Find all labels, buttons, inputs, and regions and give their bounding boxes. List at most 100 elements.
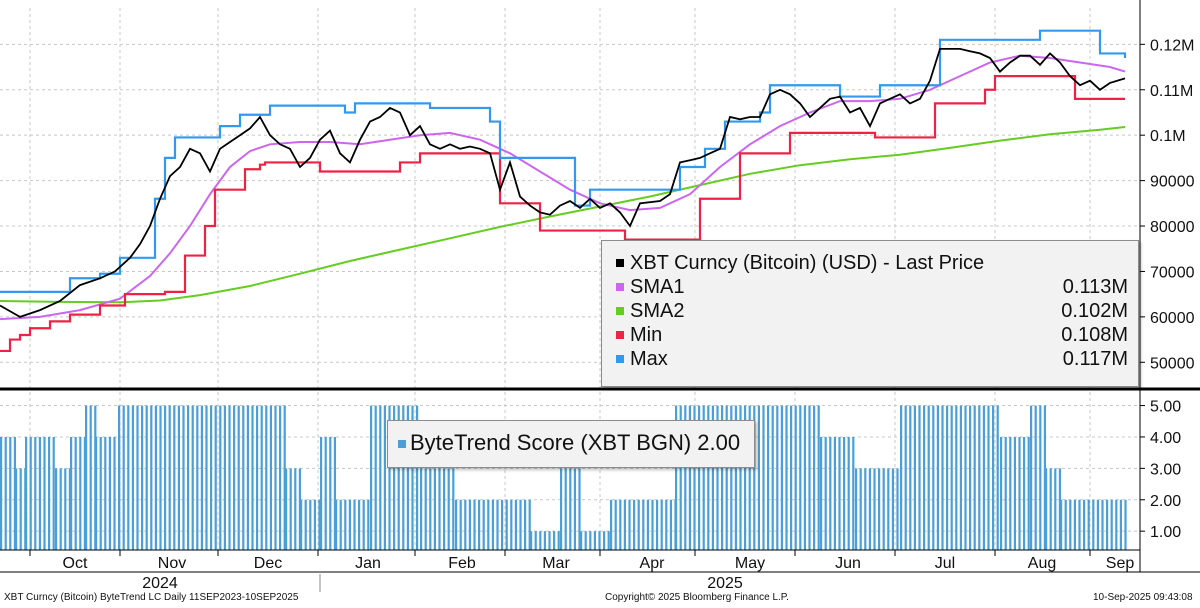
score-bar xyxy=(909,405,912,550)
score-bar xyxy=(675,405,678,550)
score-bar xyxy=(339,499,342,550)
score-bar xyxy=(233,405,236,550)
score-bar xyxy=(557,531,560,550)
score-bar xyxy=(785,405,788,550)
score-bar xyxy=(578,468,581,550)
score-bar xyxy=(725,405,728,550)
score-bar xyxy=(177,405,180,550)
score-bar xyxy=(443,468,446,550)
score-bar xyxy=(900,405,903,550)
score-bar xyxy=(64,468,67,550)
score-bar xyxy=(491,499,494,550)
score-bar xyxy=(656,499,659,550)
score-bar xyxy=(99,436,102,550)
score-bar xyxy=(1013,436,1016,550)
score-bar xyxy=(83,436,86,550)
score-bar xyxy=(459,499,462,550)
score-bar xyxy=(598,531,601,550)
score-bar xyxy=(74,436,77,550)
score-bar xyxy=(820,436,823,550)
score-bar xyxy=(104,436,107,550)
price-legend: XBT Curncy (Bitcoin) (USD) - Last Price S… xyxy=(601,240,1139,387)
score-bar xyxy=(955,405,958,550)
score-bar xyxy=(196,405,199,550)
score-bar xyxy=(300,499,303,550)
score-bar xyxy=(553,531,556,550)
score-bar xyxy=(808,405,811,550)
legend-swatch xyxy=(616,331,624,339)
score-bar xyxy=(669,499,672,550)
score-bar xyxy=(242,405,245,550)
score-bar xyxy=(452,468,455,550)
score-bar xyxy=(34,436,37,550)
y-tick-label: 0.12M xyxy=(1150,37,1194,54)
score-bar xyxy=(210,405,213,550)
x-tick-label: Oct xyxy=(63,555,88,572)
y-tick-label: 60000 xyxy=(1150,310,1195,327)
score-bar xyxy=(707,405,710,550)
legend-item: Max 0.117M xyxy=(610,347,1128,371)
footer-center: Copyright© 2025 Bloomberg Finance L.P. xyxy=(605,592,789,603)
score-bar xyxy=(859,468,862,550)
score-bar xyxy=(429,468,432,550)
y-tick-label: 0.11M xyxy=(1150,83,1193,100)
score-bar xyxy=(1023,436,1026,550)
score-bar xyxy=(932,405,935,550)
score-bar xyxy=(813,405,816,550)
score-bar xyxy=(223,405,226,550)
score-bar xyxy=(383,405,386,550)
score-bar xyxy=(283,405,286,550)
y-tick-label: 5.00 xyxy=(1150,399,1181,416)
y-tick-label: 80000 xyxy=(1150,219,1195,236)
score-bar xyxy=(362,499,365,550)
score-bar xyxy=(95,436,98,550)
legend-item: SMA2 0.102M xyxy=(610,299,1128,323)
score-bar xyxy=(610,499,613,550)
legend-item: SMA1 0.113M xyxy=(610,275,1128,299)
score-bar xyxy=(679,405,682,550)
score-bar xyxy=(721,405,724,550)
legend-label: Min xyxy=(630,324,663,346)
score-bar xyxy=(548,531,551,550)
year-label: 2024 xyxy=(142,575,178,592)
score-bar xyxy=(1043,405,1046,550)
score-bar xyxy=(260,405,263,550)
score-bar xyxy=(164,405,167,550)
score-bar xyxy=(623,499,626,550)
score-bar xyxy=(589,531,592,550)
score-bar xyxy=(569,468,572,550)
score-bar xyxy=(753,405,756,550)
score-bar xyxy=(9,436,12,550)
footer-right: 10-Sep-2025 09:43:08 xyxy=(1093,592,1193,603)
score-bar xyxy=(996,405,999,550)
score-bar xyxy=(891,468,894,550)
x-tick-label: Dec xyxy=(254,555,282,572)
price-lines xyxy=(0,29,1127,353)
score-bar xyxy=(455,499,458,550)
score-bar xyxy=(833,436,836,550)
score-bar xyxy=(228,405,231,550)
score-bar xyxy=(1060,499,1063,550)
score-bar xyxy=(285,468,288,550)
score-bar xyxy=(607,531,610,550)
legend-label: XBT Curncy (Bitcoin) (USD) - Last Price xyxy=(630,252,985,274)
score-bar xyxy=(1045,468,1048,550)
score-bar xyxy=(767,405,770,550)
score-bar xyxy=(855,468,858,550)
score-bar xyxy=(168,405,171,550)
score-bar xyxy=(344,499,347,550)
score-bar xyxy=(1064,499,1067,550)
score-bar xyxy=(1106,499,1109,550)
score-bar xyxy=(237,405,240,550)
score-bar xyxy=(379,405,382,550)
score-bar xyxy=(406,405,409,550)
score-bar xyxy=(987,405,990,550)
score-bar xyxy=(324,436,327,550)
score-bar xyxy=(374,405,377,550)
score-bar xyxy=(969,405,972,550)
score-bar xyxy=(127,405,130,550)
score-bar xyxy=(52,436,55,550)
legend-swatch xyxy=(616,355,624,363)
score-bar xyxy=(941,405,944,550)
score-bar xyxy=(402,405,405,550)
